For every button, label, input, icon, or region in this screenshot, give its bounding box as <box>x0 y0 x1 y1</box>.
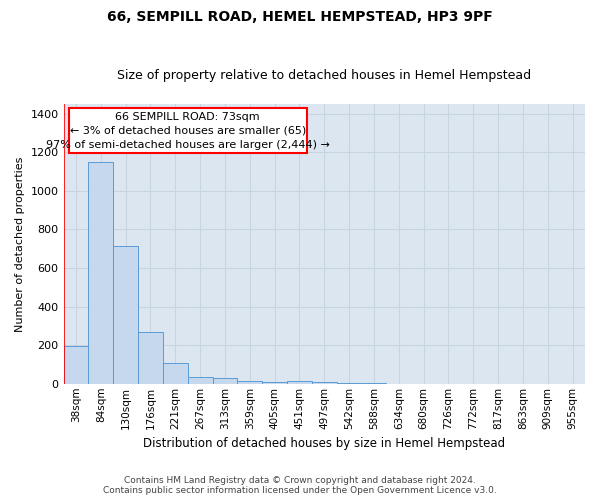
Bar <box>238 381 262 384</box>
Bar <box>113 246 138 384</box>
Bar <box>88 162 113 384</box>
Title: Size of property relative to detached houses in Hemel Hempstead: Size of property relative to detached ho… <box>117 69 532 82</box>
X-axis label: Distribution of detached houses by size in Hemel Hempstead: Distribution of detached houses by size … <box>143 437 505 450</box>
Y-axis label: Number of detached properties: Number of detached properties <box>15 156 25 332</box>
Bar <box>212 378 238 384</box>
Bar <box>163 362 188 384</box>
Text: Contains HM Land Registry data © Crown copyright and database right 2024.
Contai: Contains HM Land Registry data © Crown c… <box>103 476 497 495</box>
Text: 66 SEMPILL ROAD: 73sqm
← 3% of detached houses are smaller (65)
97% of semi-deta: 66 SEMPILL ROAD: 73sqm ← 3% of detached … <box>46 112 329 150</box>
Bar <box>262 382 287 384</box>
Bar <box>64 346 88 384</box>
Text: 66, SEMPILL ROAD, HEMEL HEMPSTEAD, HP3 9PF: 66, SEMPILL ROAD, HEMEL HEMPSTEAD, HP3 9… <box>107 10 493 24</box>
FancyBboxPatch shape <box>68 108 307 153</box>
Bar <box>287 382 312 384</box>
Bar <box>138 332 163 384</box>
Bar <box>312 382 337 384</box>
Bar <box>188 377 212 384</box>
